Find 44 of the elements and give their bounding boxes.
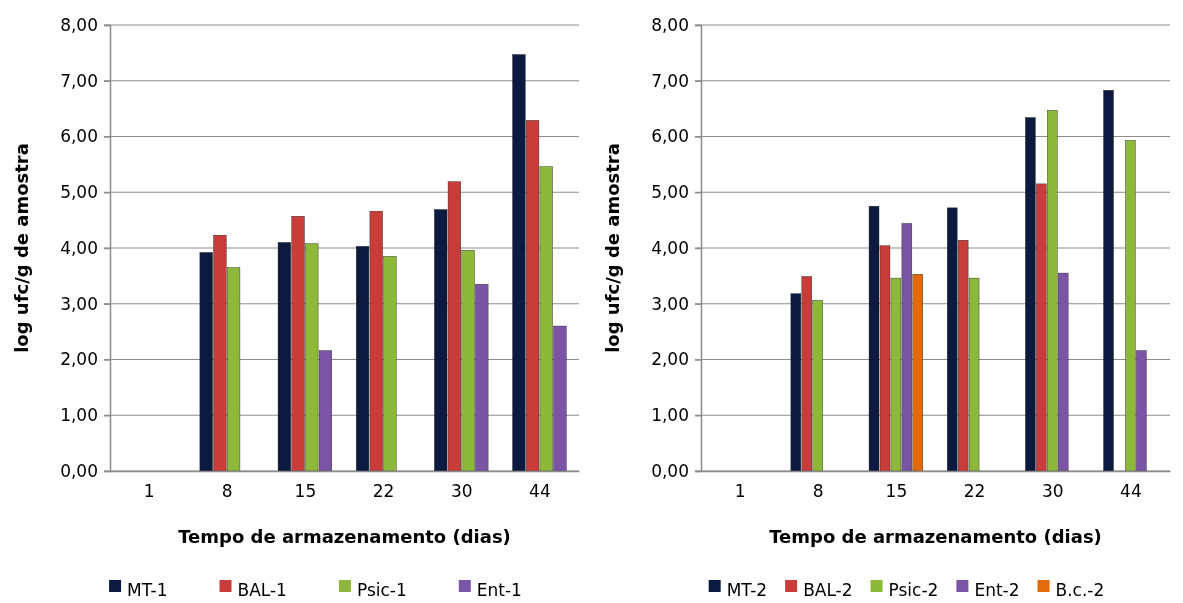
y-tick-label: 4,00 bbox=[60, 237, 98, 258]
y-tick-label: 6,00 bbox=[651, 126, 689, 147]
legend-label: MT-1 bbox=[127, 580, 168, 600]
x-tick-label: 30 bbox=[450, 481, 473, 502]
x-tick-label: 1 bbox=[734, 481, 746, 502]
y-tick-label: 3,00 bbox=[651, 293, 689, 314]
x-tick-label: 15 bbox=[885, 481, 908, 502]
legend-label: Psic-2 bbox=[888, 580, 939, 600]
y-tick-label: 8,00 bbox=[651, 14, 689, 35]
x-tick-label: 22 bbox=[963, 481, 986, 502]
y-tick-label: 7,00 bbox=[60, 70, 98, 91]
y-tick-label: 5,00 bbox=[651, 182, 689, 203]
bar bbox=[1103, 90, 1114, 472]
y-tick-label: 1,00 bbox=[60, 405, 98, 426]
x-tick-label: 8 bbox=[812, 481, 824, 502]
y-tick-label: 0,00 bbox=[651, 460, 689, 481]
y-axis-title: log ufc/g de amostra bbox=[11, 143, 32, 353]
legend-label: BAL-2 bbox=[803, 580, 853, 600]
y-tick-label: 2,00 bbox=[651, 349, 689, 370]
legend-label: MT-2 bbox=[726, 580, 768, 600]
y-tick-label: 0,00 bbox=[60, 460, 98, 481]
y-tick-label: 5,00 bbox=[60, 182, 98, 203]
x-tick-label: 1 bbox=[143, 481, 155, 502]
x-tick-label: 22 bbox=[372, 481, 395, 502]
y-tick-label: 1,00 bbox=[651, 405, 689, 426]
y-axis-title: log ufc/g de amostra bbox=[602, 143, 623, 353]
x-tick-label: 30 bbox=[1041, 481, 1064, 502]
y-tick-label: 3,00 bbox=[60, 293, 98, 314]
x-tick-label: 44 bbox=[1120, 481, 1142, 502]
legend-label: B.c.-2 bbox=[1055, 580, 1105, 600]
legend-label: Ent-2 bbox=[974, 580, 1020, 600]
x-axis-title: Tempo de armazenamento (dias) bbox=[178, 526, 511, 547]
y-tick-label: 6,00 bbox=[60, 126, 98, 147]
y-tick-label: 8,00 bbox=[60, 14, 98, 35]
legend-label: Psic-1 bbox=[356, 580, 407, 600]
x-tick-label: 44 bbox=[529, 481, 551, 502]
y-tick-label: 4,00 bbox=[651, 237, 689, 258]
x-tick-label: 8 bbox=[221, 481, 233, 502]
y-tick-label: 7,00 bbox=[651, 70, 689, 91]
legend-label: Ent-1 bbox=[476, 580, 522, 600]
legend-label: BAL-1 bbox=[237, 580, 287, 600]
x-tick-label: 15 bbox=[294, 481, 317, 502]
x-axis-title: Tempo de armazenamento (dias) bbox=[769, 526, 1102, 547]
y-tick-label: 2,00 bbox=[60, 349, 98, 370]
